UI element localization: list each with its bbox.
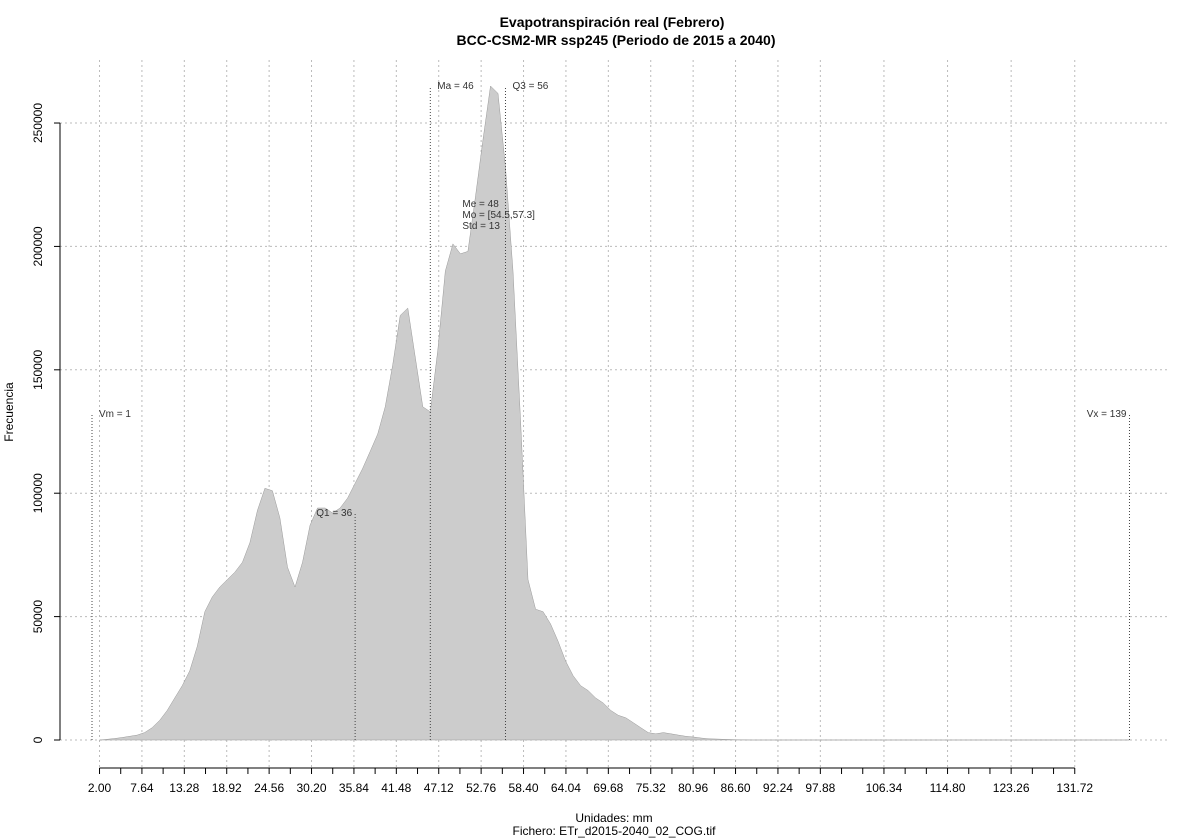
x-tick-label: 64.04 (551, 781, 581, 795)
y-tick-label: 50000 (31, 600, 45, 634)
x-tick-label: 41.48 (381, 781, 411, 795)
x-tick-label: 30.20 (297, 781, 327, 795)
frequency-area (99, 85, 1130, 741)
x-tick-label: 97.88 (805, 781, 835, 795)
x-tick-label: 7.64 (130, 781, 154, 795)
x-axis-label: Unidades: mm (575, 811, 652, 825)
x-tick-label: 80.96 (678, 781, 708, 795)
y-tick-label: 200000 (31, 226, 45, 266)
y-tick-label: 250000 (31, 103, 45, 143)
axes: 2.00 7.64 13.28 18.92 24.56 30.20 35.84 41.48 47… (31, 103, 1093, 795)
annotation-label: Vx = 139 (1087, 409, 1127, 420)
annotation-label: Ma = 46 (437, 81, 474, 92)
x-tick-label: 75.32 (636, 781, 666, 795)
x-tick-label: 18.92 (212, 781, 242, 795)
y-tick-label: 150000 (31, 349, 45, 389)
x-tick-label: 69.68 (593, 781, 623, 795)
x-tick-label: 35.84 (339, 781, 369, 795)
x-tick-label: 47.12 (424, 781, 454, 795)
annotation-label: Vm = 1 (99, 409, 131, 420)
stats-label: Mo = [54.5,57.3] (462, 210, 535, 221)
x-tick-label: 52.76 (466, 781, 496, 795)
chart-subtitle: BCC-CSM2-MR ssp245 (Periodo de 2015 a 20… (457, 32, 776, 48)
y-tick-label: 0 (31, 736, 45, 743)
x-tick-label: 114.80 (930, 781, 966, 795)
stats-label: Me = 48 (462, 199, 499, 210)
y-tick-label: 100000 (31, 473, 45, 513)
x-tick-label: 86.60 (721, 781, 751, 795)
x-tick-label: 131.72 (1056, 781, 1093, 795)
chart-title: Evapotranspiración real (Febrero) (500, 14, 725, 30)
stats-label: Std = 13 (462, 221, 500, 232)
x-tick-label: 24.56 (254, 781, 284, 795)
footer-filename: Fichero: ETr_d2015-2040_02_COG.tif (513, 824, 717, 838)
x-tick-label: 58.40 (509, 781, 539, 795)
annotation-label: Q1 = 36 (316, 508, 352, 519)
annotation-label: Q3 = 56 (512, 81, 548, 92)
x-tick-label: 106.34 (866, 781, 903, 795)
x-tick-label: 13.28 (169, 781, 199, 795)
x-tick-label: 2.00 (88, 781, 112, 795)
x-tick-label: 123.26 (993, 781, 1030, 795)
annotations: Vm = 1 Q1 = 36 Ma = 46 Q3 = 56 Vx = 139 Me = … (99, 81, 1127, 519)
y-axis-label: Frecuencia (2, 382, 16, 442)
x-tick-label: 92.24 (763, 781, 793, 795)
reference-lines (91, 86, 1130, 740)
